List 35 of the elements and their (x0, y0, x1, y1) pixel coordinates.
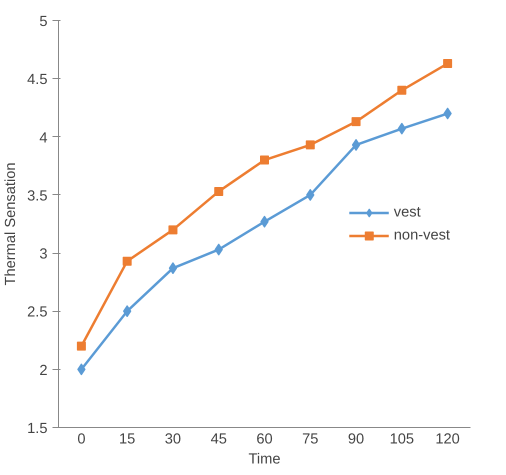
y-tick-label: 5 (39, 14, 48, 30)
y-tick-label: 2.5 (27, 304, 48, 321)
point (76, 342, 86, 351)
x-tick-label: 75 (302, 432, 318, 448)
x-tick-label: 30 (164, 432, 182, 448)
point (260, 216, 269, 228)
point (214, 186, 224, 196)
legend-label: non-vest (394, 227, 450, 243)
point (443, 59, 452, 68)
point (306, 140, 315, 150)
x-tick-label: 60 (256, 432, 273, 448)
y-tick-label: 3.5 (27, 188, 48, 204)
y-tick-label: 4.5 (27, 72, 48, 88)
y-axis-title: Thermal Sensation (3, 162, 20, 286)
point (77, 363, 86, 376)
point (168, 262, 178, 274)
y-tick-label: 4 (39, 130, 48, 146)
point (260, 156, 269, 165)
x-tick-label: 0 (77, 432, 86, 448)
x-tick-label: 120 (435, 432, 460, 448)
y-tick-label: 3 (39, 246, 48, 263)
x-tick-label: 15 (119, 432, 136, 448)
y-tick-label: 1.5 (27, 421, 48, 437)
point (397, 86, 406, 95)
point (352, 117, 361, 126)
point (443, 108, 452, 120)
point (122, 256, 132, 266)
x-tick-label: 90 (348, 432, 364, 448)
x-axis-title: Time (248, 452, 281, 468)
legend-label: vest (394, 204, 421, 220)
x-tick-label: 45 (210, 432, 227, 448)
point (352, 138, 360, 151)
point (168, 225, 178, 234)
x-tick-label: 105 (390, 432, 414, 448)
y-tick-label: 2 (39, 362, 48, 379)
